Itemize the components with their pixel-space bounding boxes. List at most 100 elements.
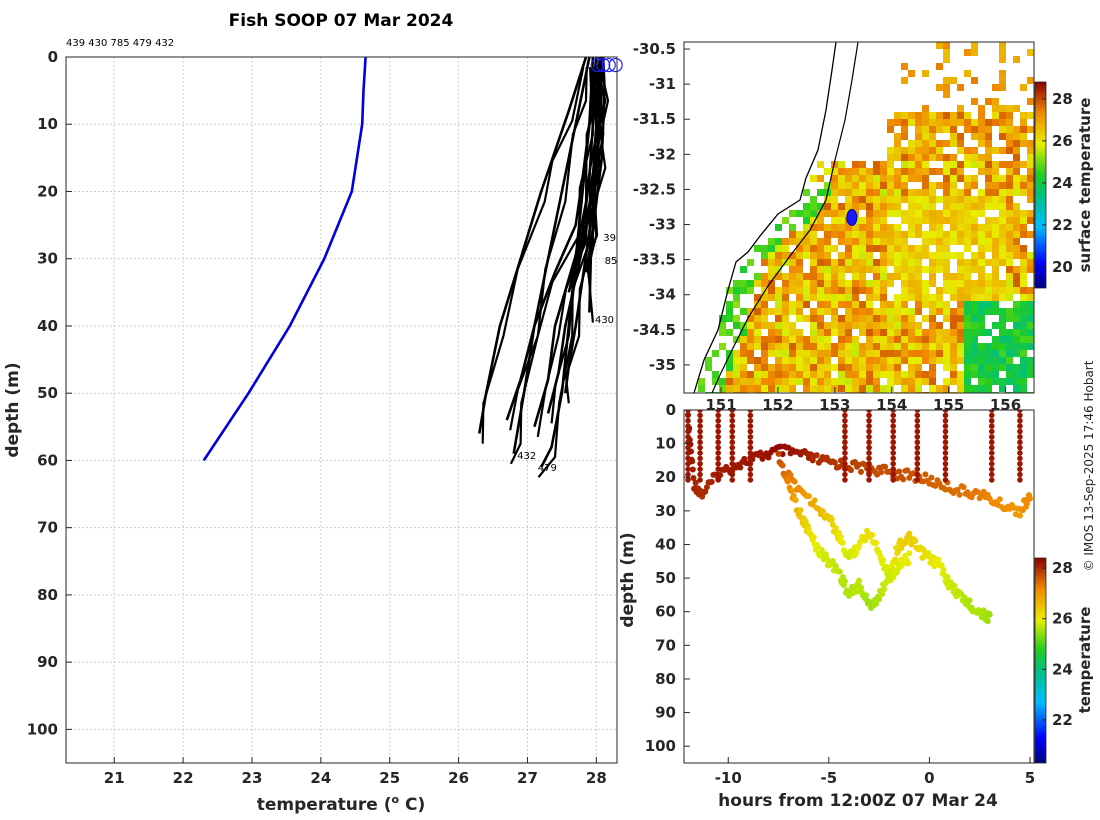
- sst-cell: [845, 315, 852, 322]
- sst-cell: [901, 301, 908, 308]
- sst-cell: [915, 189, 922, 196]
- y-tick-label: 0: [48, 48, 58, 66]
- sst-cell: [789, 238, 796, 245]
- sst-cell: [971, 287, 978, 294]
- sst-cell: [992, 175, 999, 182]
- sst-cell: [789, 357, 796, 364]
- section-sample: [715, 410, 721, 413]
- sst-cell: [894, 252, 901, 259]
- sst-cell: [922, 266, 929, 273]
- section-sample: [842, 434, 848, 440]
- surface-position-marker: [608, 57, 623, 73]
- sst-cell: [992, 322, 999, 329]
- sst-cell: [901, 378, 908, 385]
- sst-cell: [999, 119, 1006, 126]
- sst-cell: [1020, 217, 1027, 224]
- sst-cell: [1020, 189, 1027, 196]
- sst-cell: [915, 175, 922, 182]
- section-sample: [890, 460, 896, 467]
- sst-cell: [992, 203, 999, 210]
- section-sample: [685, 471, 691, 478]
- sst-cell: [964, 364, 971, 371]
- sst-cell: [964, 231, 971, 238]
- sst-cell: [943, 189, 950, 196]
- lat-tick-label: -33: [649, 216, 676, 234]
- colorbar-tick-label: 26: [1052, 610, 1073, 628]
- section-sample: [715, 450, 721, 456]
- section-sample: [890, 410, 896, 413]
- section-sample: [842, 450, 848, 456]
- sst-cell: [964, 70, 971, 77]
- sst-cell: [768, 238, 775, 245]
- section-sample: [715, 455, 721, 462]
- sst-cell: [950, 224, 957, 231]
- sst-cell: [1006, 238, 1013, 245]
- sst-cell: [782, 294, 789, 301]
- sst-cell: [817, 280, 824, 287]
- sst-cell: [1006, 126, 1013, 133]
- section-sample: [697, 444, 703, 451]
- section-sample: [697, 417, 703, 424]
- sst-cell: [740, 336, 747, 343]
- section-sample: [988, 434, 995, 440]
- sst-cell: [1006, 224, 1013, 231]
- lat-tick-label: -30.5: [633, 40, 676, 58]
- sst-cell: [810, 259, 817, 266]
- sst-cell: [915, 259, 922, 266]
- sst-cell: [985, 217, 992, 224]
- sst-cell: [768, 259, 775, 266]
- sst-cell: [845, 252, 852, 259]
- sst-cell: [803, 385, 810, 392]
- sst-cell: [929, 154, 936, 161]
- sst-cell: [866, 350, 873, 357]
- sst-cell: [943, 315, 950, 322]
- section-sample: [892, 556, 899, 563]
- sst-cell: [950, 357, 957, 364]
- sst-cell: [873, 322, 880, 329]
- sst-cell: [922, 119, 929, 126]
- sst-cell: [971, 336, 978, 343]
- sst-cell: [880, 350, 887, 357]
- sst-cell: [971, 322, 978, 329]
- sst-cell: [838, 350, 845, 357]
- cast-profile-line: [564, 56, 604, 394]
- section-sample: [729, 477, 736, 483]
- sst-cell: [880, 189, 887, 196]
- sst-cell: [985, 147, 992, 154]
- section-sample: [689, 458, 696, 465]
- sst-cell: [698, 378, 705, 385]
- sst-cell: [887, 196, 894, 203]
- section-sample: [842, 460, 848, 467]
- sst-cell: [838, 357, 845, 364]
- section-sample: [966, 597, 973, 604]
- sst-cell: [733, 322, 740, 329]
- sst-cell: [852, 287, 859, 294]
- sst-cell: [873, 245, 880, 252]
- sst-cell: [838, 238, 845, 245]
- sst-cell: [880, 385, 887, 392]
- sst-cell: [992, 98, 999, 105]
- sst-cell: [964, 273, 971, 280]
- sst-cell: [957, 385, 964, 392]
- sst-cell: [747, 315, 754, 322]
- sst-cell: [1027, 364, 1034, 371]
- sst-cell: [747, 259, 754, 266]
- sst-cell: [908, 175, 915, 182]
- sst-cell: [950, 182, 957, 189]
- section-sample: [1016, 512, 1023, 519]
- section-sample: [956, 491, 963, 498]
- section-sample: [1017, 477, 1023, 483]
- sst-cell: [950, 315, 957, 322]
- sst-cell: [719, 329, 726, 336]
- sst-cell: [1013, 182, 1020, 189]
- section-sample: [942, 460, 949, 467]
- sst-cell: [1027, 112, 1034, 119]
- sst-cell: [747, 322, 754, 329]
- sst-cell: [803, 294, 810, 301]
- sst-cell: [901, 280, 908, 287]
- sst-cell: [1013, 252, 1020, 259]
- y-tick-label: 70: [37, 519, 58, 537]
- section-sample: [890, 428, 896, 435]
- sst-cell: [852, 364, 859, 371]
- sst-cell: [754, 385, 761, 392]
